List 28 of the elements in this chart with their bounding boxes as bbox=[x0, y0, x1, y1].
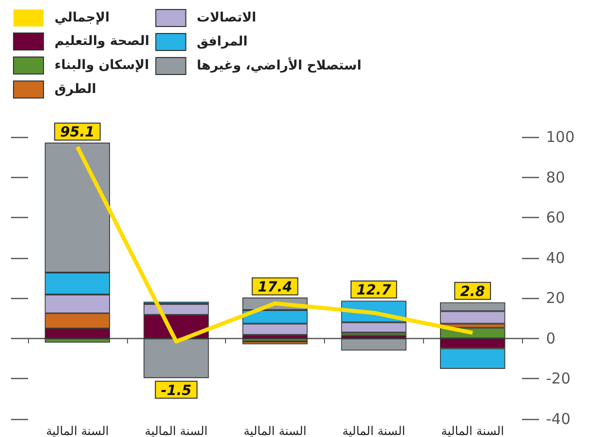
y-tick-label: 20 bbox=[546, 289, 566, 308]
data-label: -1.5 bbox=[160, 382, 192, 399]
y-tick-label: 100 bbox=[546, 128, 575, 146]
x-tick-label: السنة المالية bbox=[441, 424, 504, 437]
x-tick-label: السنة المالية bbox=[46, 424, 109, 437]
legend-label: الاتصالات bbox=[196, 10, 256, 26]
x-tick-label: السنة المالية bbox=[144, 424, 208, 437]
bar bbox=[242, 338, 308, 342]
bar bbox=[242, 341, 308, 344]
legend-label: الطرق bbox=[54, 82, 96, 97]
y-tick-label: 40 bbox=[546, 248, 566, 267]
y-tick-label: 60 bbox=[546, 208, 566, 227]
legend-label: الإسكان والبناء bbox=[54, 58, 150, 73]
data-label: 95.1 bbox=[60, 124, 95, 141]
legend-label: الصحة والتعليم bbox=[54, 34, 150, 49]
x-tick-label: السنة المالية bbox=[244, 424, 306, 437]
y-tick-label: -20 bbox=[546, 370, 570, 388]
y-tick-label: 80 bbox=[546, 168, 566, 186]
legend-label: استصلاح الأراضي، وغيرها bbox=[196, 56, 362, 74]
legend-label: المرافق bbox=[196, 34, 248, 50]
y-tick-label: -40 bbox=[546, 410, 570, 428]
x-tick-label: السنة المالية bbox=[342, 424, 406, 437]
y-tick-label: 0 bbox=[546, 329, 556, 348]
data-label: 12.7 bbox=[356, 282, 392, 299]
data-label: 2.8 bbox=[460, 284, 486, 300]
data-label: 17.4 bbox=[258, 279, 292, 296]
bar bbox=[341, 338, 406, 351]
legend-label: الإجمالي bbox=[54, 10, 110, 26]
